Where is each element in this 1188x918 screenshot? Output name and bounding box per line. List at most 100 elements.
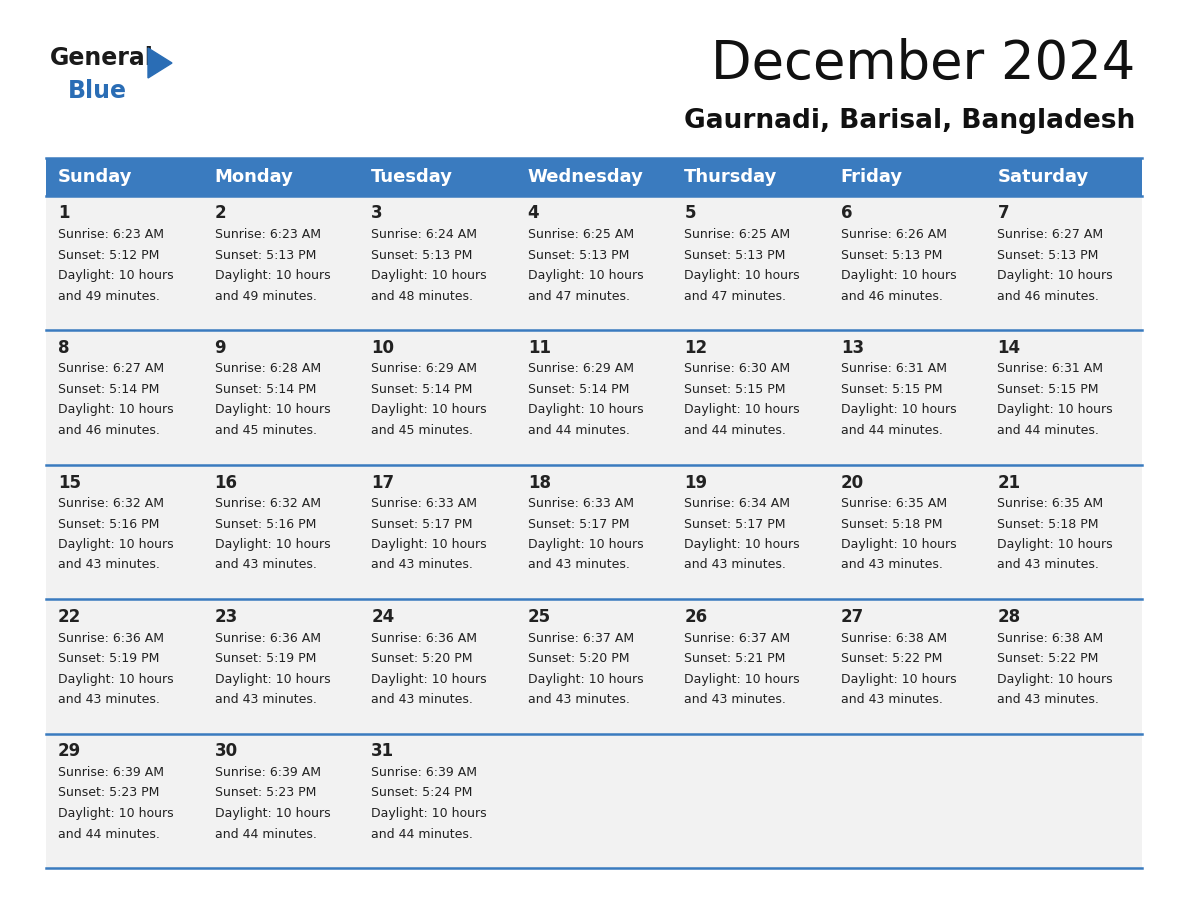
Text: Thursday: Thursday [684, 168, 778, 185]
Bar [359, 733, 516, 868]
Text: Sunset: 5:24 PM: Sunset: 5:24 PM [371, 787, 473, 800]
Text: 31: 31 [371, 743, 394, 760]
Text: Sunrise: 6:23 AM: Sunrise: 6:23 AM [215, 228, 321, 241]
Bar [516, 599, 672, 733]
Text: 11: 11 [527, 339, 551, 357]
Text: Sunrise: 6:39 AM: Sunrise: 6:39 AM [371, 766, 478, 779]
Text: Sunrise: 6:32 AM: Sunrise: 6:32 AM [215, 497, 321, 510]
Bar [203, 733, 359, 868]
Text: and 43 minutes.: and 43 minutes. [841, 693, 943, 706]
Text: Daylight: 10 hours: Daylight: 10 hours [215, 404, 330, 417]
Text: Sunrise: 6:30 AM: Sunrise: 6:30 AM [684, 363, 790, 375]
Bar [359, 196, 516, 330]
Text: Sunset: 5:19 PM: Sunset: 5:19 PM [58, 652, 159, 665]
Text: Sunrise: 6:25 AM: Sunrise: 6:25 AM [527, 228, 634, 241]
Text: Sunrise: 6:29 AM: Sunrise: 6:29 AM [371, 363, 478, 375]
Text: Sunrise: 6:36 AM: Sunrise: 6:36 AM [371, 632, 478, 644]
Text: Sunset: 5:22 PM: Sunset: 5:22 PM [998, 652, 1099, 665]
Text: 8: 8 [58, 339, 70, 357]
Text: Daylight: 10 hours: Daylight: 10 hours [371, 673, 487, 686]
Text: 5: 5 [684, 205, 696, 222]
Text: 2: 2 [215, 205, 226, 222]
Text: Sunset: 5:13 PM: Sunset: 5:13 PM [371, 249, 473, 262]
Bar [672, 599, 829, 733]
Text: Gaurnadi, Barisal, Bangladesh: Gaurnadi, Barisal, Bangladesh [684, 108, 1135, 134]
Bar [516, 733, 672, 868]
Text: and 45 minutes.: and 45 minutes. [371, 424, 473, 437]
Text: Monday: Monday [215, 168, 293, 185]
Polygon shape [148, 48, 172, 78]
Text: Daylight: 10 hours: Daylight: 10 hours [58, 807, 173, 820]
Text: 29: 29 [58, 743, 81, 760]
Text: Sunset: 5:15 PM: Sunset: 5:15 PM [684, 383, 785, 396]
Text: Daylight: 10 hours: Daylight: 10 hours [371, 404, 487, 417]
Text: Daylight: 10 hours: Daylight: 10 hours [841, 538, 956, 551]
Text: Daylight: 10 hours: Daylight: 10 hours [998, 673, 1113, 686]
Text: Sunset: 5:17 PM: Sunset: 5:17 PM [684, 518, 785, 531]
Text: 22: 22 [58, 608, 81, 626]
Text: 3: 3 [371, 205, 383, 222]
Bar [46, 196, 203, 330]
Text: 7: 7 [998, 205, 1009, 222]
Text: 18: 18 [527, 474, 551, 491]
Text: and 48 minutes.: and 48 minutes. [371, 289, 473, 303]
Text: Sunrise: 6:24 AM: Sunrise: 6:24 AM [371, 228, 478, 241]
Text: Blue: Blue [68, 79, 127, 103]
Bar [516, 196, 672, 330]
Text: Sunrise: 6:31 AM: Sunrise: 6:31 AM [841, 363, 947, 375]
Text: and 44 minutes.: and 44 minutes. [527, 424, 630, 437]
Text: 14: 14 [998, 339, 1020, 357]
Text: and 46 minutes.: and 46 minutes. [841, 289, 943, 303]
Text: and 43 minutes.: and 43 minutes. [58, 693, 160, 706]
Text: Daylight: 10 hours: Daylight: 10 hours [215, 538, 330, 551]
Text: 16: 16 [215, 474, 238, 491]
Text: Sunrise: 6:29 AM: Sunrise: 6:29 AM [527, 363, 633, 375]
Bar [985, 196, 1142, 330]
Text: 30: 30 [215, 743, 238, 760]
Text: Daylight: 10 hours: Daylight: 10 hours [58, 404, 173, 417]
Text: and 43 minutes.: and 43 minutes. [58, 558, 160, 572]
Bar [985, 465, 1142, 599]
Text: Sunrise: 6:37 AM: Sunrise: 6:37 AM [684, 632, 790, 644]
Bar [203, 599, 359, 733]
Text: Sunset: 5:19 PM: Sunset: 5:19 PM [215, 652, 316, 665]
Text: Sunset: 5:20 PM: Sunset: 5:20 PM [371, 652, 473, 665]
Text: Daylight: 10 hours: Daylight: 10 hours [215, 673, 330, 686]
Bar [985, 330, 1142, 465]
Bar [46, 733, 203, 868]
Text: Sunrise: 6:36 AM: Sunrise: 6:36 AM [58, 632, 164, 644]
Text: 17: 17 [371, 474, 394, 491]
Text: Sunset: 5:12 PM: Sunset: 5:12 PM [58, 249, 159, 262]
Bar [516, 158, 672, 196]
Text: December 2024: December 2024 [710, 38, 1135, 90]
Text: and 47 minutes.: and 47 minutes. [684, 289, 786, 303]
Text: 20: 20 [841, 474, 864, 491]
Text: Saturday: Saturday [998, 168, 1088, 185]
Text: 23: 23 [215, 608, 238, 626]
Bar [46, 330, 203, 465]
Text: Daylight: 10 hours: Daylight: 10 hours [684, 673, 800, 686]
Text: Daylight: 10 hours: Daylight: 10 hours [841, 404, 956, 417]
Bar [672, 158, 829, 196]
Text: 26: 26 [684, 608, 707, 626]
Text: Daylight: 10 hours: Daylight: 10 hours [215, 807, 330, 820]
Bar [829, 465, 985, 599]
Text: Sunset: 5:14 PM: Sunset: 5:14 PM [371, 383, 473, 396]
Text: Sunset: 5:21 PM: Sunset: 5:21 PM [684, 652, 785, 665]
Text: Sunrise: 6:34 AM: Sunrise: 6:34 AM [684, 497, 790, 510]
Bar [672, 196, 829, 330]
Text: Sunset: 5:15 PM: Sunset: 5:15 PM [998, 383, 1099, 396]
Text: Sunset: 5:23 PM: Sunset: 5:23 PM [58, 787, 159, 800]
Text: Daylight: 10 hours: Daylight: 10 hours [684, 404, 800, 417]
Bar [829, 158, 985, 196]
Text: Sunrise: 6:23 AM: Sunrise: 6:23 AM [58, 228, 164, 241]
Text: and 43 minutes.: and 43 minutes. [527, 693, 630, 706]
Bar [359, 330, 516, 465]
Text: Sunrise: 6:38 AM: Sunrise: 6:38 AM [841, 632, 947, 644]
Text: and 45 minutes.: and 45 minutes. [215, 424, 316, 437]
Text: Sunset: 5:13 PM: Sunset: 5:13 PM [841, 249, 942, 262]
Text: Daylight: 10 hours: Daylight: 10 hours [684, 538, 800, 551]
Bar [985, 733, 1142, 868]
Text: Sunrise: 6:27 AM: Sunrise: 6:27 AM [998, 228, 1104, 241]
Bar [516, 330, 672, 465]
